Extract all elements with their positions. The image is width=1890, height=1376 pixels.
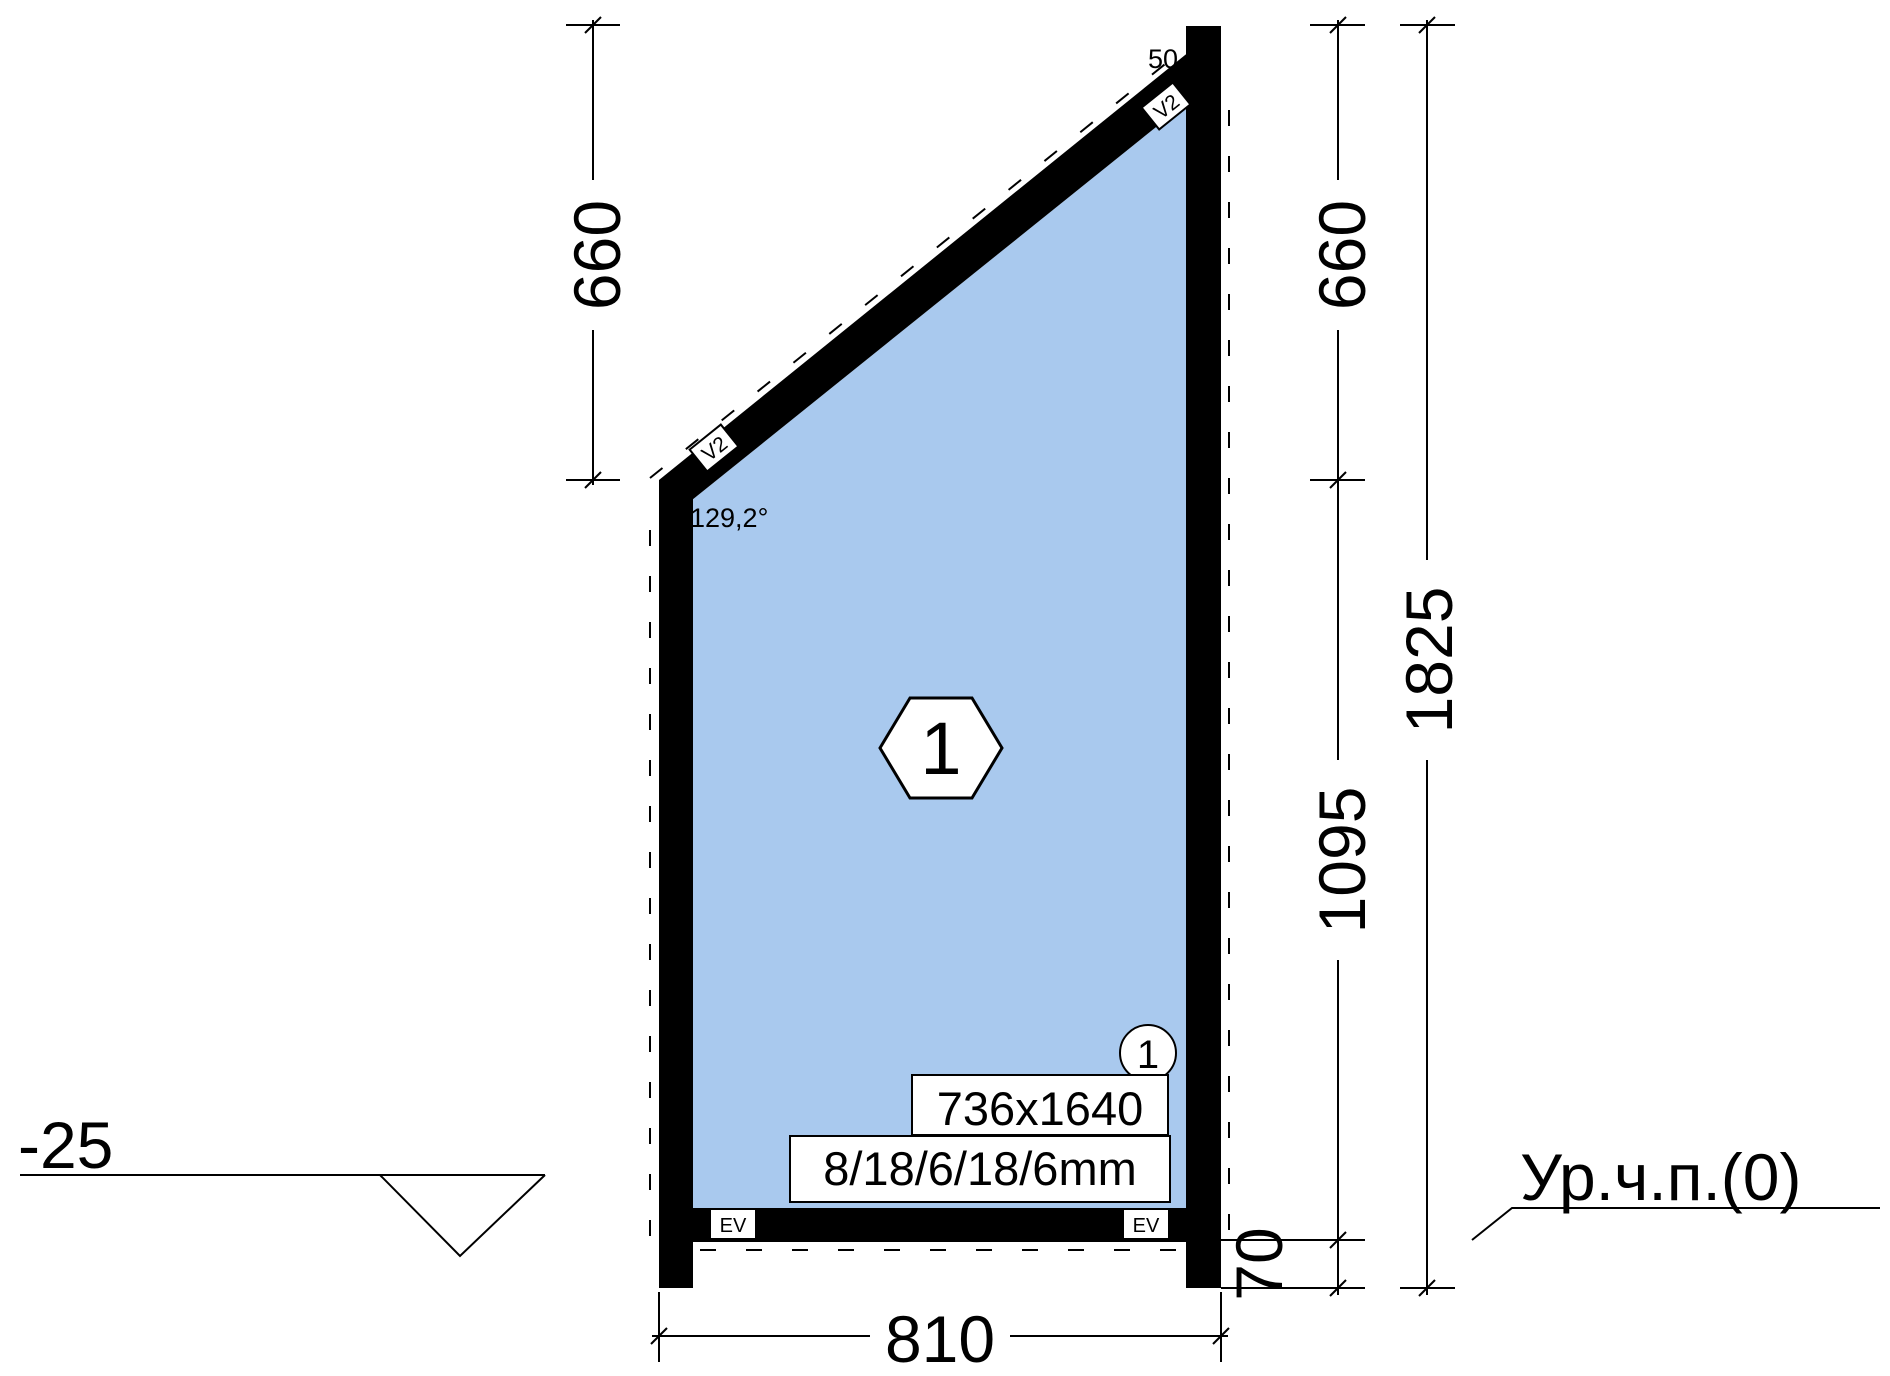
dimension-label-right-70: 70 <box>1222 1227 1296 1300</box>
dimension-left-660: 660 <box>560 16 634 489</box>
dimension-label-bottom-810: 810 <box>885 1302 995 1376</box>
glazing-unit-marker-text: 1 <box>920 707 961 790</box>
block-tag-bottom-right-text: EV <box>1133 1215 1160 1237</box>
angle-label-left-top: 129,2° <box>690 503 768 533</box>
dimension-label-left-660: 660 <box>560 200 634 310</box>
level-label-left: -25 <box>18 1108 113 1182</box>
glazing-formula-text: 8/18/6/18/6mm <box>823 1142 1137 1195</box>
dimension-label-right-660: 660 <box>1305 200 1379 310</box>
glazing-formula-label: 8/18/6/18/6mm <box>789 1135 1171 1203</box>
seal-tag-upper-left: V2 <box>688 423 740 473</box>
angle-label-top-right: 50,8° <box>1148 44 1211 74</box>
glazing-unit-marker: 1 <box>878 696 1004 800</box>
glazing-position-tag-text: 1 <box>1137 1033 1159 1077</box>
dimension-right-total: 1825 <box>1392 16 1466 1297</box>
dimension-label-right-1095: 1095 <box>1305 787 1379 934</box>
dimension-right-chain: 660 1095 70 <box>1221 16 1379 1301</box>
glass-pane <box>692 103 1186 1208</box>
level-mark-left: -25 <box>18 1108 546 1258</box>
frame-left-post <box>659 480 693 1288</box>
level-label-right: Ур.ч.п.(0) <box>1520 1140 1801 1214</box>
frame-sloped-top <box>659 26 1221 500</box>
block-tag-bottom-left: EV <box>709 1208 757 1240</box>
glazing-position-tag: 1 <box>1119 1024 1177 1082</box>
dash-sloped <box>649 27 1211 479</box>
frame-right-post <box>1186 26 1221 1288</box>
glazing-size-text: 736x1640 <box>937 1082 1143 1135</box>
glazing-size-label: 736x1640 <box>911 1074 1169 1136</box>
dashed-outline <box>649 27 1230 1251</box>
block-tag-bottom-left-text: EV <box>720 1215 747 1237</box>
dimension-label-right-1825: 1825 <box>1392 587 1466 734</box>
level-mark-right: Ур.ч.п.(0) <box>1471 1140 1880 1241</box>
block-tag-bottom-right: EV <box>1122 1208 1170 1240</box>
dimension-bottom-810: 810 <box>650 1292 1230 1376</box>
